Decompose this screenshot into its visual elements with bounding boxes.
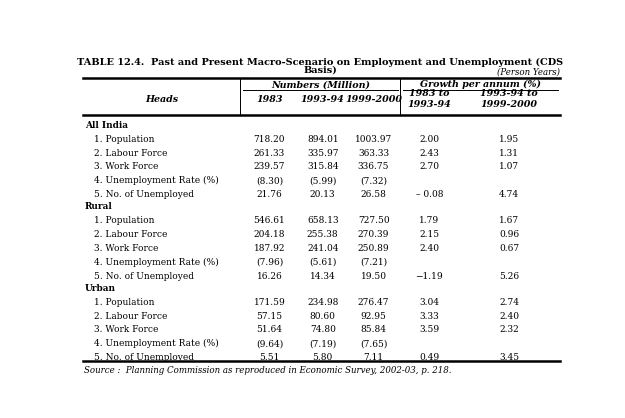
- Text: 2.00: 2.00: [419, 135, 439, 144]
- Text: 3. Work Force: 3. Work Force: [94, 325, 158, 334]
- Text: 3. Work Force: 3. Work Force: [94, 244, 158, 253]
- Text: 3.04: 3.04: [419, 298, 439, 307]
- Text: 2.74: 2.74: [499, 298, 519, 307]
- Text: 3. Work Force: 3. Work Force: [94, 163, 158, 171]
- Text: 2. Labour Force: 2. Labour Force: [94, 230, 167, 239]
- Text: 1.95: 1.95: [499, 135, 519, 144]
- Text: (7.65): (7.65): [360, 339, 388, 348]
- Text: 727.50: 727.50: [357, 216, 389, 225]
- Text: 74.80: 74.80: [310, 325, 336, 334]
- Text: 5.80: 5.80: [312, 353, 333, 362]
- Text: 1. Population: 1. Population: [94, 216, 154, 225]
- Text: 546.61: 546.61: [254, 216, 286, 225]
- Text: (7.32): (7.32): [360, 176, 387, 185]
- Text: 2.43: 2.43: [419, 149, 439, 158]
- Text: 26.58: 26.58: [361, 190, 386, 199]
- Text: 4. Unemployment Rate (%): 4. Unemployment Rate (%): [94, 258, 218, 267]
- Text: 315.84: 315.84: [307, 163, 339, 171]
- Text: TABLE 12.4.  Past and Present Macro-Scenario on Employment and Unemployment (CDS: TABLE 12.4. Past and Present Macro-Scena…: [78, 58, 563, 67]
- Text: Growth per annum (%): Growth per annum (%): [419, 80, 541, 89]
- Text: 1.31: 1.31: [499, 149, 519, 158]
- Text: 2.40: 2.40: [499, 311, 519, 321]
- Text: −1.19: −1.19: [416, 272, 443, 280]
- Text: 2. Labour Force: 2. Labour Force: [94, 149, 167, 158]
- Text: 3.59: 3.59: [419, 325, 439, 334]
- Text: 250.89: 250.89: [357, 244, 389, 253]
- Text: 85.84: 85.84: [361, 325, 387, 334]
- Text: 1003.97: 1003.97: [355, 135, 392, 144]
- Text: 1. Population: 1. Population: [94, 298, 154, 307]
- Text: 241.04: 241.04: [307, 244, 339, 253]
- Text: 2.32: 2.32: [499, 325, 519, 334]
- Text: All India: All India: [85, 121, 128, 130]
- Text: 894.01: 894.01: [307, 135, 339, 144]
- Text: (Person Years): (Person Years): [497, 68, 560, 77]
- Text: Source :  Planning Commission as reproduced in Economic Survey, 2002-03, p. 218.: Source : Planning Commission as reproduc…: [84, 366, 451, 375]
- Text: 1983 to
1993-94: 1983 to 1993-94: [408, 89, 451, 109]
- Text: 21.76: 21.76: [257, 190, 282, 199]
- Text: 234.98: 234.98: [307, 298, 338, 307]
- Text: 0.67: 0.67: [499, 244, 519, 253]
- Text: 2. Labour Force: 2. Labour Force: [94, 311, 167, 321]
- Text: 336.75: 336.75: [358, 163, 389, 171]
- Text: 363.33: 363.33: [358, 149, 389, 158]
- Text: 57.15: 57.15: [256, 311, 282, 321]
- Text: 1.79: 1.79: [419, 216, 439, 225]
- Text: 7.11: 7.11: [364, 353, 384, 362]
- Text: 2.70: 2.70: [419, 163, 439, 171]
- Text: 1. Population: 1. Population: [94, 135, 154, 144]
- Text: 0.96: 0.96: [499, 230, 519, 239]
- Text: 261.33: 261.33: [254, 149, 285, 158]
- Text: 14.34: 14.34: [310, 272, 336, 280]
- Text: (7.96): (7.96): [256, 258, 283, 267]
- Text: 276.47: 276.47: [358, 298, 389, 307]
- Text: Numbers (Million): Numbers (Million): [271, 80, 370, 89]
- Text: 187.92: 187.92: [254, 244, 285, 253]
- Text: 1993-94 to
1999-2000: 1993-94 to 1999-2000: [481, 89, 538, 109]
- Text: 3.45: 3.45: [499, 353, 519, 362]
- Text: – 0.08: – 0.08: [416, 190, 443, 199]
- Text: 4. Unemployment Rate (%): 4. Unemployment Rate (%): [94, 339, 218, 348]
- Text: 5. No. of Unemployed: 5. No. of Unemployed: [94, 190, 194, 199]
- Text: 2.15: 2.15: [419, 230, 439, 239]
- Text: 80.60: 80.60: [310, 311, 336, 321]
- Text: 4.74: 4.74: [499, 190, 519, 199]
- Text: 270.39: 270.39: [358, 230, 389, 239]
- Text: (5.99): (5.99): [309, 176, 336, 185]
- Text: 255.38: 255.38: [307, 230, 339, 239]
- Text: 51.64: 51.64: [256, 325, 282, 334]
- Text: 2.40: 2.40: [419, 244, 439, 253]
- Text: 239.57: 239.57: [254, 163, 285, 171]
- Text: (5.61): (5.61): [309, 258, 336, 267]
- Text: Basis): Basis): [304, 65, 338, 74]
- Text: 204.18: 204.18: [254, 230, 285, 239]
- Text: 718.20: 718.20: [254, 135, 285, 144]
- Text: 1999-2000: 1999-2000: [345, 94, 402, 104]
- Text: 20.13: 20.13: [310, 190, 336, 199]
- Text: 5. No. of Unemployed: 5. No. of Unemployed: [94, 272, 194, 280]
- Text: (7.19): (7.19): [309, 339, 336, 348]
- Text: (7.21): (7.21): [360, 258, 387, 267]
- Text: 19.50: 19.50: [361, 272, 387, 280]
- Text: 92.95: 92.95: [361, 311, 386, 321]
- Text: 16.26: 16.26: [257, 272, 282, 280]
- Text: (8.30): (8.30): [256, 176, 283, 185]
- Text: (9.64): (9.64): [256, 339, 283, 348]
- Text: 5. No. of Unemployed: 5. No. of Unemployed: [94, 353, 194, 362]
- Text: Heads: Heads: [145, 94, 178, 104]
- Text: 3.33: 3.33: [419, 311, 439, 321]
- Text: 0.49: 0.49: [419, 353, 439, 362]
- Text: 658.13: 658.13: [307, 216, 339, 225]
- Text: 4. Unemployment Rate (%): 4. Unemployment Rate (%): [94, 176, 218, 186]
- Text: 5.26: 5.26: [499, 272, 519, 280]
- Text: 1.07: 1.07: [499, 163, 519, 171]
- Text: 335.97: 335.97: [307, 149, 339, 158]
- Text: 171.59: 171.59: [254, 298, 286, 307]
- Text: 1.67: 1.67: [499, 216, 519, 225]
- Text: 1983: 1983: [256, 94, 282, 104]
- Text: Urban: Urban: [85, 284, 116, 293]
- Text: 5.51: 5.51: [259, 353, 279, 362]
- Text: 1993-94: 1993-94: [301, 94, 344, 104]
- Text: Rural: Rural: [85, 202, 112, 212]
